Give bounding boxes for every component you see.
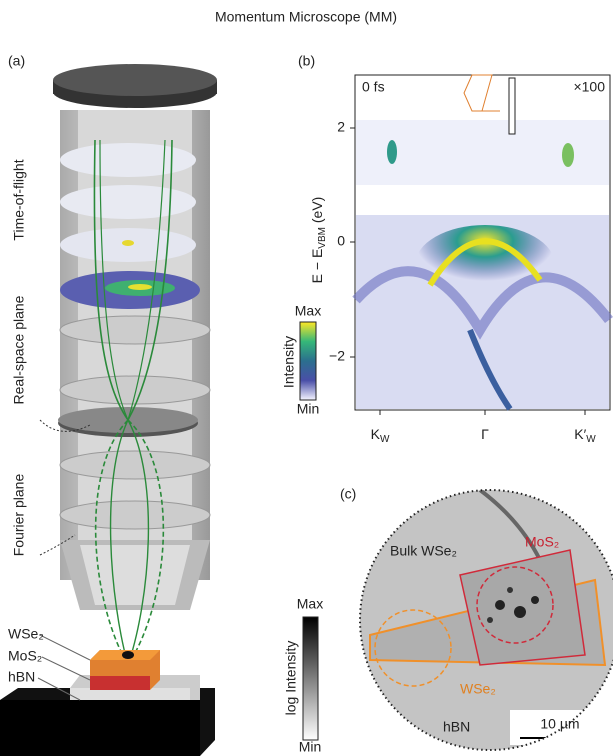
scalebar-label: 10 µm [540,716,579,732]
region-label: MoS₂ [525,534,559,550]
section-label: Time-of-flight [11,159,27,240]
panel-label: (b) [298,53,315,69]
sample-label: WSe₂ [8,626,44,642]
y-tick-label: −2 [329,348,345,364]
y-tick-label: 0 [337,233,345,249]
time-label: 0 fs [362,79,385,95]
y-axis-label: E − EVBM (eV) [309,197,328,284]
x-tick-label: Γ [481,426,489,442]
colorbar-max: Max [295,303,321,319]
section-label: Real-space plane [11,295,27,404]
colorbar-label: log Intensity [283,641,299,716]
title: Momentum Microscope (MM) [215,9,397,25]
panel-label: (c) [340,486,356,502]
colorbar [300,322,316,400]
region-label: Bulk WSe₂ [390,543,457,559]
panel-label: (a) [8,53,25,69]
colorbar-min: Min [299,739,322,755]
region-label: hBN [443,719,470,735]
y-tick-label: 2 [337,119,345,135]
figure: Momentum Microscope (MM) (a) Time-of-fli… [0,0,613,756]
band-map [355,75,610,410]
x-tick-label: KW [371,426,390,445]
region-label: WSe₂ [460,681,496,697]
microscopy-image [355,485,613,755]
colorbar-max: Max [297,596,323,612]
colorbar [303,617,318,740]
sample-label: hBN [8,669,35,685]
x-tick-label: K′W [574,426,596,445]
colorbar-min: Min [297,401,320,417]
colorbar-label: Intensity [281,336,297,388]
scale-label: ×100 [573,79,605,95]
sample-label: MoS₂ [8,648,42,664]
section-label: Fourier plane [11,474,27,557]
